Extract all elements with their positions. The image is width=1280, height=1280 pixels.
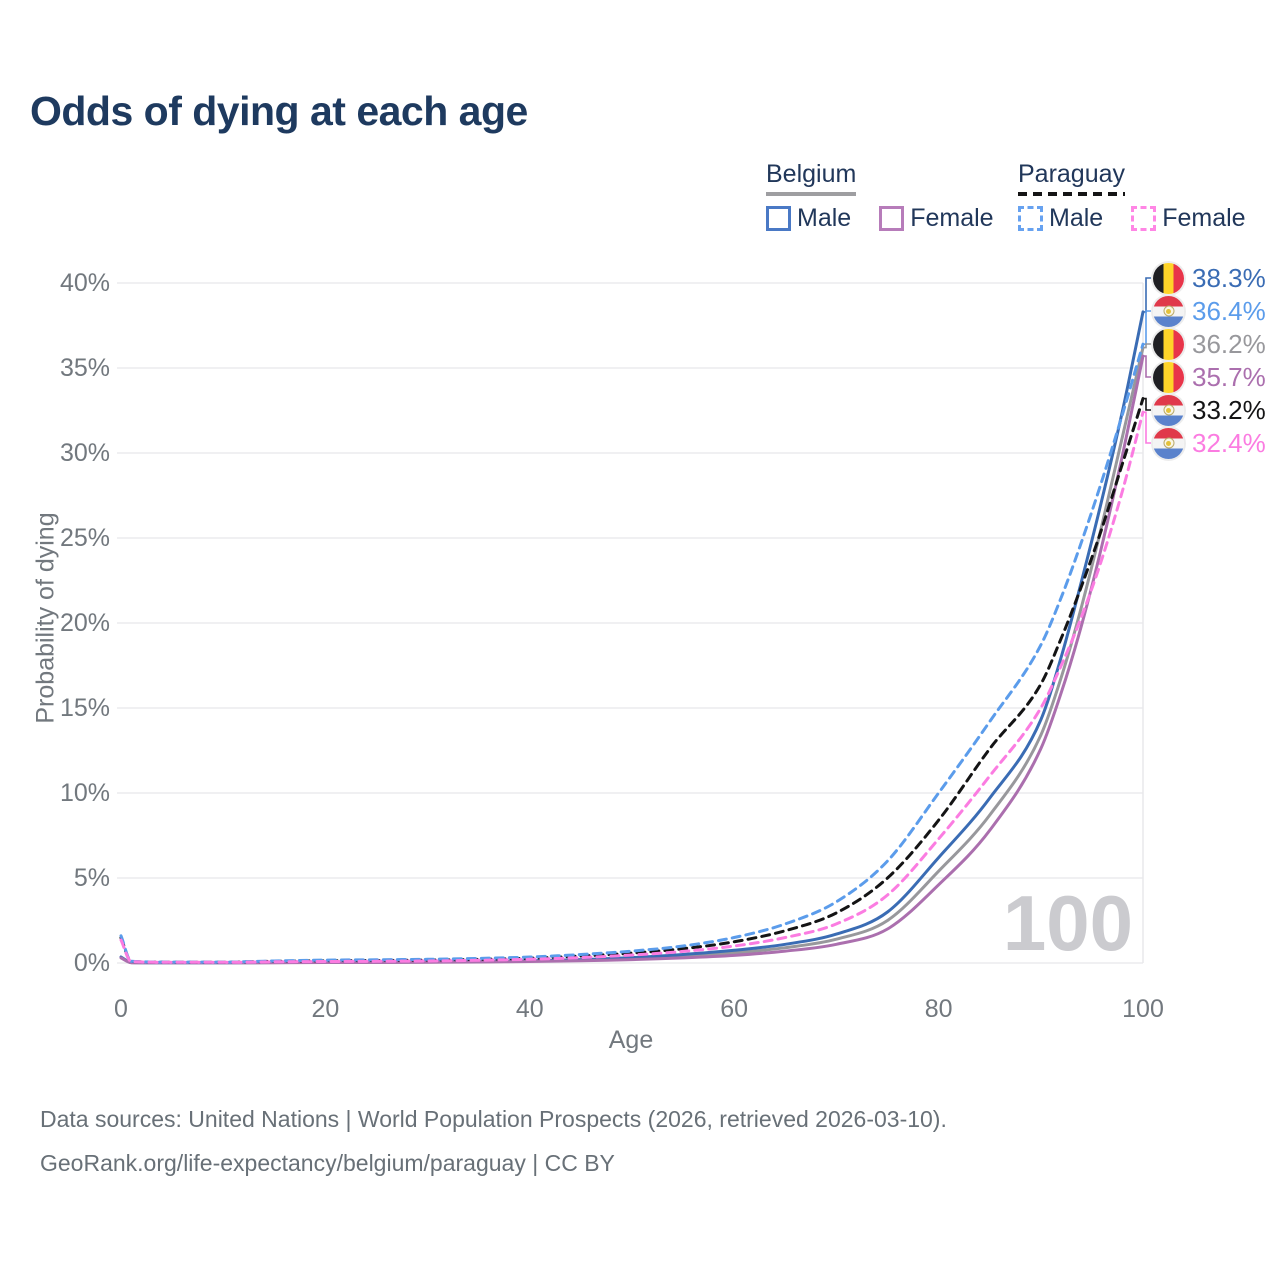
end-label-belgium-female: 35.7% [1153,361,1266,394]
end-label-value: 36.4% [1192,295,1266,326]
line-paraguay-female[interactable] [119,410,1145,964]
belgium-flag-icon [1153,361,1184,393]
belgium-male-swatch-icon[interactable] [766,206,791,231]
x-tick-label: 20 [311,995,340,1023]
end-label-belgium-both: 36.2% [1153,328,1266,361]
legend-item-paraguay-female[interactable]: Female [1131,204,1246,233]
legend-label-belgium-male[interactable]: Male [797,204,852,232]
end-label-leader-belgium-female [1143,355,1151,378]
paraguay-flag-icon [1153,394,1184,426]
y-tick-label: 15% [59,694,110,722]
footer: Data sources: United Nations | World Pop… [40,1106,947,1194]
y-tick-label: 20% [59,609,110,637]
end-label-paraguay-female: 32.4% [1153,427,1266,460]
belgium-flag-icon [1153,328,1184,360]
end-label-leader-paraguay-both [1143,397,1151,411]
paraguay-male-swatch-icon[interactable] [1018,206,1043,231]
line-belgium-both[interactable] [119,346,1145,965]
legend-group-paraguay: Paraguay Male Female [1018,160,1246,233]
legend-item-paraguay-male[interactable]: Male [1018,204,1103,233]
page-title: Odds of dying at each age [30,88,528,134]
y-tick-label: 40% [59,269,110,297]
y-tick-label: 0% [73,949,110,977]
end-label-leader-paraguay-female [1143,411,1151,444]
paraguay-flag-icon [1153,427,1184,459]
footer-attribution: GeoRank.org/life-expectancy/belgium/para… [40,1150,615,1176]
end-label-value: 33.2% [1192,394,1266,425]
x-tick-label: 100 [1122,995,1164,1023]
paraguay-flag-icon [1153,295,1184,327]
legend-label-belgium-female[interactable]: Female [910,204,994,232]
legend-country-belgium[interactable]: Belgium [766,160,857,196]
legend-label-paraguay-male[interactable]: Male [1049,204,1104,232]
y-tick-label: 10% [59,779,110,807]
line-paraguay-male[interactable] [119,342,1145,964]
x-axis-title: Age [608,1026,654,1054]
x-tick-label: 40 [515,995,544,1023]
legend-group-belgium: Belgium Male Female [766,160,994,233]
end-label-value: 36.2% [1192,328,1266,359]
y-tick-label: 30% [59,439,110,467]
paraguay-emblem-icon [1163,305,1174,317]
legend-items-paraguay: Male Female [1018,204,1246,233]
legend-item-belgium-female[interactable]: Female [879,204,994,233]
belgium-flag-icon [1153,262,1184,294]
line-belgium-male[interactable] [119,310,1145,965]
x-tick-label: 60 [720,995,749,1023]
end-label-paraguay-both: 33.2% [1153,394,1266,427]
end-label-value: 38.3% [1192,262,1266,293]
paraguay-emblem-icon [1163,404,1174,416]
legend-country-paraguay[interactable]: Paraguay [1018,160,1126,196]
paraguay-emblem-icon [1163,437,1174,449]
y-tick-label: 35% [59,354,110,382]
line-belgium-female[interactable] [119,354,1145,965]
end-label-paraguay-male: 36.4% [1153,295,1266,328]
end-label-value: 32.4% [1192,427,1266,458]
end-label-value: 35.7% [1192,361,1266,392]
legend-items-belgium: Male Female [766,204,994,233]
legend-item-belgium-male[interactable]: Male [766,204,851,233]
end-label-belgium-male: 38.3% [1153,262,1266,295]
x-tick-label: 0 [114,995,128,1023]
legend-label-paraguay-female[interactable]: Female [1162,204,1246,232]
paraguay-female-swatch-icon[interactable] [1131,206,1157,231]
end-label-leader-belgium-both [1143,343,1151,349]
y-tick-label: 25% [59,524,110,552]
end-label-leader-belgium-male [1143,277,1151,313]
footer-sources: Data sources: United Nations | World Pop… [40,1106,947,1132]
y-tick-label: 5% [73,864,110,892]
age-indicator-watermark: 100 [1002,879,1133,967]
end-label-leader-paraguay-male [1143,310,1151,345]
belgium-female-swatch-icon[interactable] [879,206,905,231]
x-tick-label: 80 [924,995,953,1023]
